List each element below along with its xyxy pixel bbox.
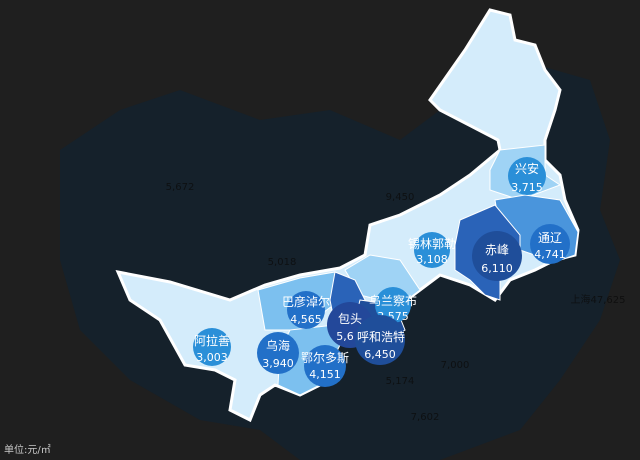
inner-mongolia-outline[interactable] — [115, 8, 580, 423]
city-value: 4,565 — [290, 313, 322, 326]
bg-label: 上海47,625 — [571, 293, 626, 306]
city-value: 3,940 — [262, 357, 294, 370]
city-name: 包头 — [338, 312, 362, 326]
city-bubble-chifeng[interactable]: 赤峰 6,110 — [472, 231, 522, 281]
city-value: 3,108 — [416, 253, 448, 266]
city-name: 兴安 — [515, 161, 539, 176]
city-bubble-wuhai[interactable]: 乌海 3,940 — [257, 332, 299, 374]
city-name: 赤峰 — [485, 243, 509, 257]
bg-label: 7,602 — [411, 412, 440, 423]
city-value: 6,110 — [481, 262, 513, 275]
city-name: 锡林郭勒 — [408, 236, 456, 251]
bg-label: 7,000 — [441, 360, 470, 371]
city-bubble-bayannaoer[interactable]: 巴彦淖尔 4,565 — [282, 291, 330, 329]
unit-label: 单位:元/㎡ — [4, 445, 51, 456]
city-value: 3,003 — [196, 351, 228, 364]
city-bubble-tongliao[interactable]: 通辽 4,741 — [530, 224, 570, 264]
bg-label: 5,018 — [268, 257, 297, 268]
bg-label: 5,672 — [166, 182, 195, 193]
city-name: 鄂尔多斯 — [301, 350, 349, 365]
city-value: 3,715 — [511, 181, 543, 194]
city-bubble-huhehaote[interactable]: 呼和浩特 6,450 — [355, 315, 405, 365]
city-name: 乌兰察布 — [369, 293, 417, 308]
city-value: 6,450 — [364, 348, 396, 361]
city-name: 呼和浩特 — [357, 329, 405, 344]
city-name: 巴彦淖尔 — [282, 294, 330, 309]
city-value: 5,6 — [336, 330, 354, 343]
city-name: 乌海 — [266, 338, 290, 353]
city-value: 4,741 — [534, 248, 566, 261]
city-bubble-alashan[interactable]: 阿拉善 3,003 — [193, 328, 231, 366]
bg-label: 9,450 — [386, 192, 415, 203]
bg-label: 5,174 — [386, 376, 415, 387]
city-bubble-xingan[interactable]: 兴安 3,715 — [508, 157, 546, 195]
city-value: 4,151 — [309, 368, 341, 381]
city-name: 通辽 — [538, 231, 562, 245]
city-name: 阿拉善 — [194, 333, 230, 348]
city-bubble-xilinguole[interactable]: 锡林郭勒 3,108 — [408, 232, 456, 268]
city-bubble-ordos[interactable]: 鄂尔多斯 4,151 — [301, 345, 349, 387]
